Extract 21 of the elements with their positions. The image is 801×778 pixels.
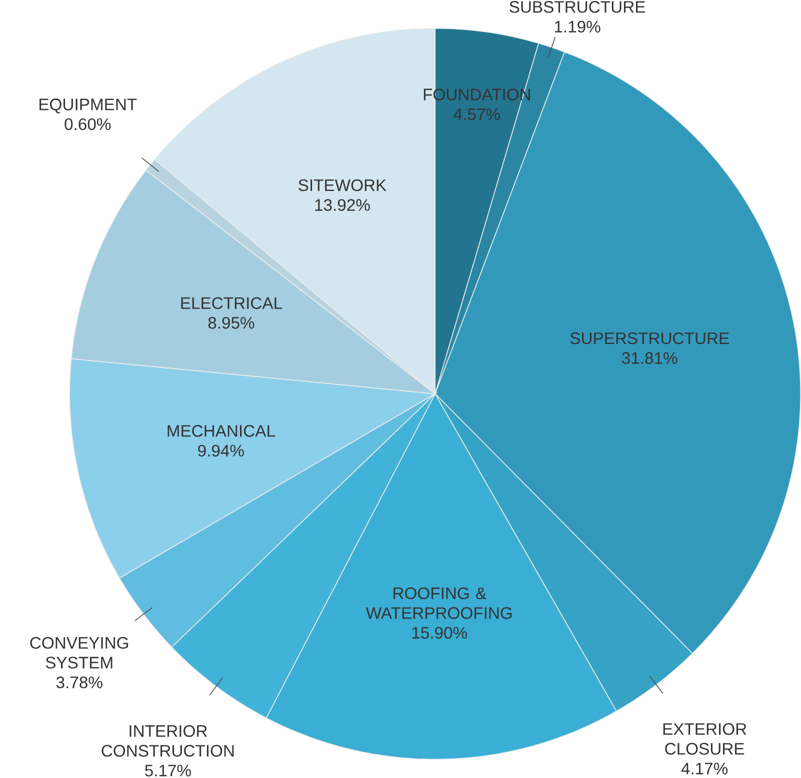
data-label: 8.95%: [208, 317, 254, 330]
data-label: 5.17%: [145, 764, 191, 777]
data-label: 15.90%: [412, 627, 468, 639]
slice-label: ROOFING & WATERPROOFING: [366, 588, 512, 620]
data-label: 13.92%: [315, 199, 370, 212]
slice-label: MECHANICAL: [168, 425, 275, 438]
slice-label: ELECTRICAL: [181, 297, 282, 310]
slice-label: CONVEYING SYSTEM: [30, 637, 128, 669]
data-label: 3.78%: [56, 676, 102, 689]
slice-label: SITEWORK: [298, 180, 386, 192]
data-label: 31.81%: [622, 352, 678, 364]
slice-label: SUPERSTRUCTURE: [570, 332, 729, 344]
slice-label: EQUIPMENT: [40, 98, 137, 114]
slice-label: SUBSTRUCTURE: [510, 1, 646, 14]
data-label: 0.60%: [64, 118, 111, 130]
data-label: 1.19%: [554, 21, 600, 33]
slice-label: EXTERIOR CLOSURE: [663, 723, 746, 755]
data-label: 4.17%: [681, 763, 728, 775]
data-label: 9.94%: [198, 445, 244, 457]
slice-label: INTERIOR CONSTRUCTION: [102, 725, 234, 757]
data-label: 4.57%: [454, 108, 500, 120]
